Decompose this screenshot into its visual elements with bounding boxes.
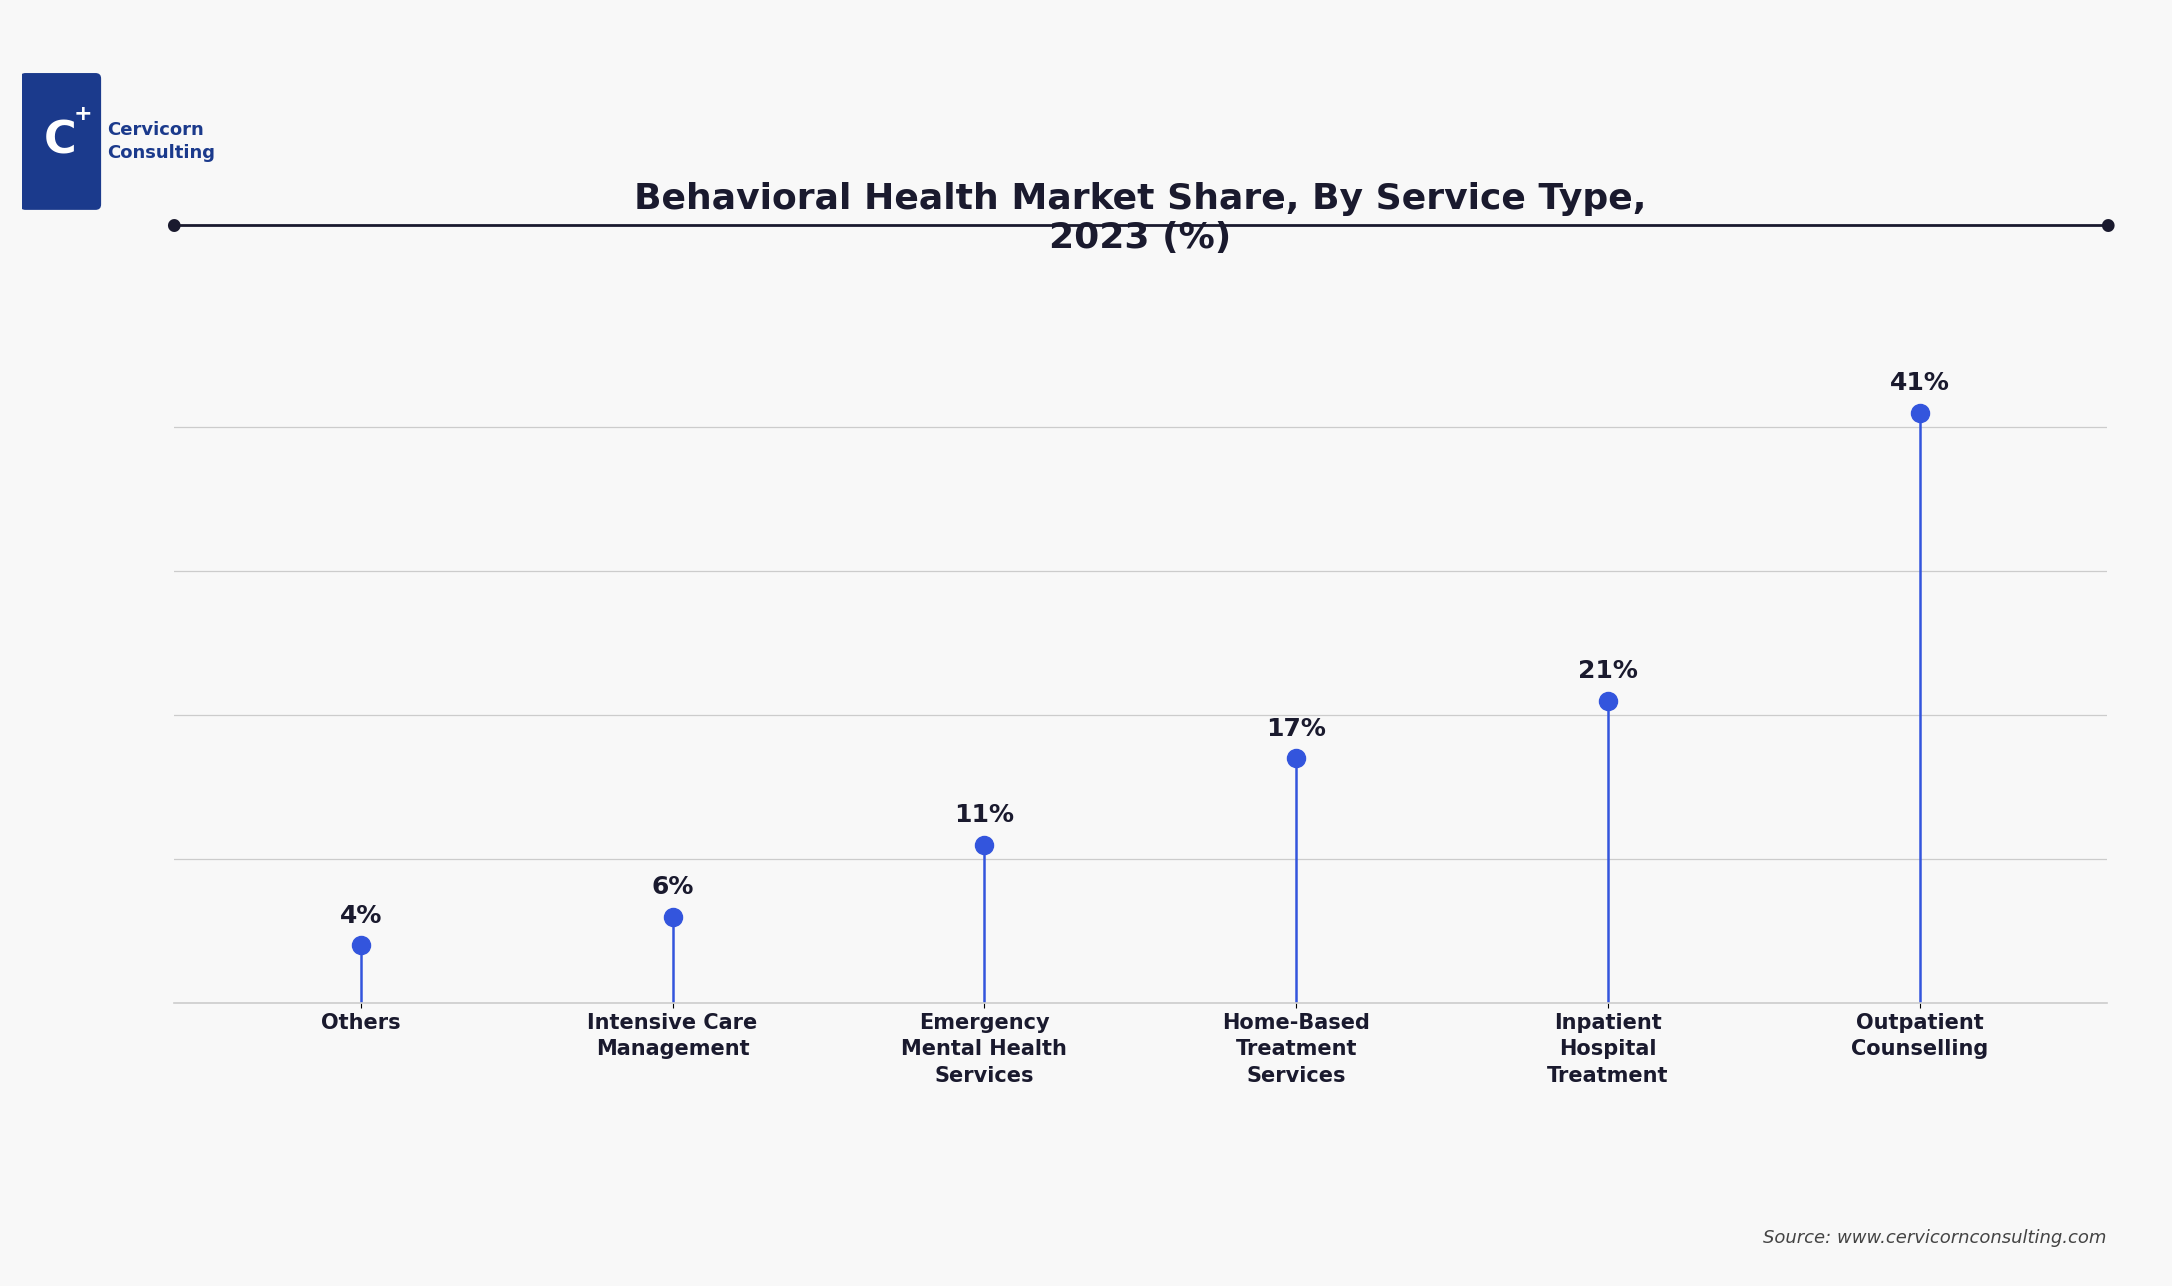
Text: C: C — [43, 120, 76, 163]
Text: Source: www.cervicornconsulting.com: Source: www.cervicornconsulting.com — [1764, 1229, 2107, 1247]
FancyBboxPatch shape — [20, 73, 102, 210]
Text: 21%: 21% — [1579, 660, 1638, 683]
Text: +: + — [74, 104, 91, 125]
Text: 17%: 17% — [1266, 716, 1327, 741]
Text: 11%: 11% — [954, 804, 1014, 827]
Title: Behavioral Health Market Share, By Service Type,
2023 (%): Behavioral Health Market Share, By Servi… — [634, 181, 1646, 255]
Text: Cervicorn
Consulting: Cervicorn Consulting — [106, 121, 215, 162]
Text: 4%: 4% — [339, 904, 382, 928]
Text: 6%: 6% — [652, 876, 693, 899]
Text: ●: ● — [2100, 216, 2113, 234]
Text: 41%: 41% — [1890, 372, 1950, 395]
Text: ●: ● — [167, 216, 180, 234]
